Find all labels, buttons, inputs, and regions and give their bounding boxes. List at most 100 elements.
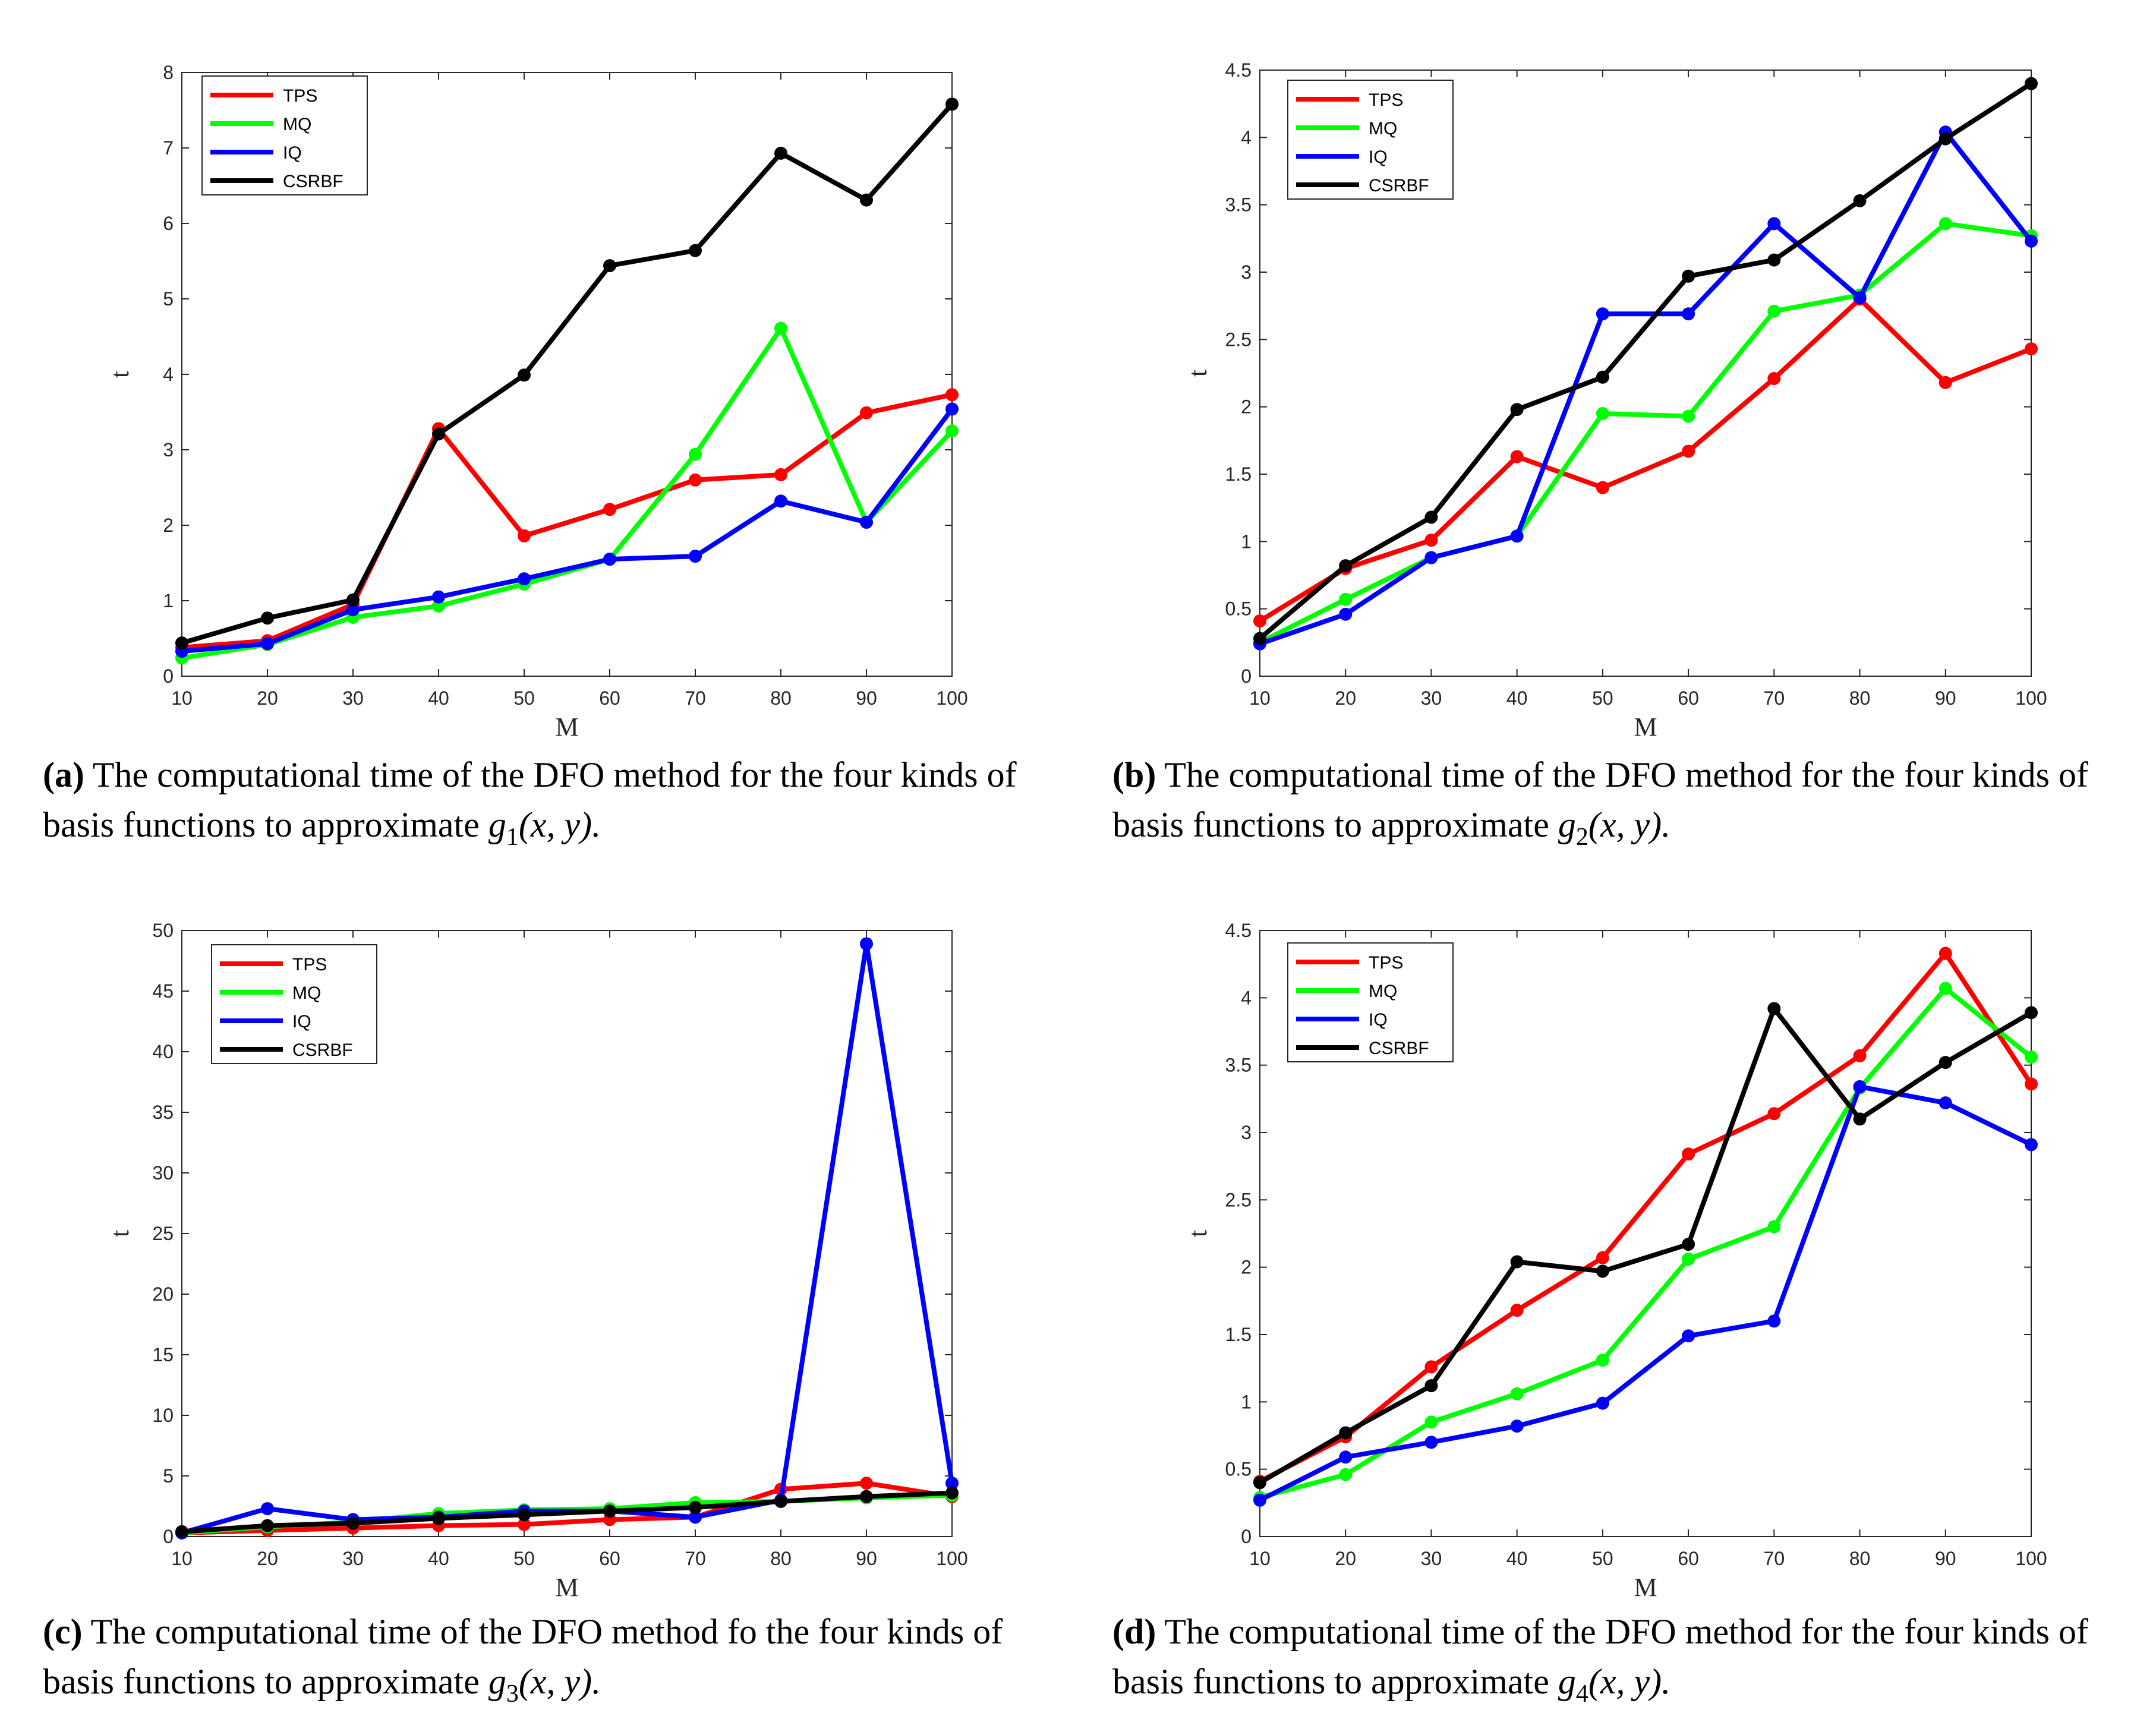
data-point-csrbf — [1424, 510, 1438, 524]
data-point-tps — [860, 1477, 873, 1490]
x-tick-label: 90 — [1935, 1548, 1956, 1569]
x-tick-label: 80 — [1849, 1548, 1871, 1569]
data-point-iq — [1682, 1329, 1695, 1343]
data-point-iq — [1853, 1080, 1867, 1093]
x-tick-label: 30 — [1421, 687, 1442, 709]
data-point-csrbf — [689, 244, 702, 257]
data-point-csrbf — [1424, 1379, 1438, 1393]
data-point-mq — [689, 447, 702, 461]
y-tick-label: 3.5 — [1225, 1055, 1252, 1076]
data-point-iq — [860, 515, 873, 529]
y-tick-label: 3 — [163, 439, 174, 460]
data-point-csrbf — [346, 593, 360, 607]
chart-panel-c: 10 20 30 40 50 60 70 80 90 100 0 5 10 15 20 25 30 35 40 45 5… — [105, 920, 968, 1602]
data-point-csrbf — [1510, 1255, 1524, 1269]
x-tick-label: 30 — [342, 687, 364, 709]
caption-b-label: (b) — [1112, 755, 1156, 794]
y-tick-label: 20 — [152, 1283, 174, 1305]
data-point-csrbf — [860, 1490, 873, 1503]
y-tick-label: 1.5 — [1225, 463, 1252, 485]
x-tick-label: 20 — [257, 1548, 278, 1569]
caption-c-args: (x, y). — [518, 1662, 601, 1701]
x-axis-label: M — [1634, 712, 1657, 742]
series-line-csrbf — [1258, 1006, 2033, 1485]
data-point-mq — [945, 424, 959, 438]
legend-label-csrbf: CSRBF — [292, 1040, 353, 1060]
legend-label-csrbf: CSRBF — [283, 172, 343, 191]
data-point-csrbf — [2025, 77, 2038, 90]
caption-b-fn: g — [1558, 805, 1576, 844]
series-line-iq — [1259, 1084, 2032, 1503]
series-line-tps — [181, 392, 953, 650]
data-point-tps — [1510, 1304, 1524, 1317]
x-tick-label: 80 — [770, 687, 792, 709]
caption-a-sub: 1 — [506, 824, 519, 851]
y-tick-label: 4 — [163, 364, 174, 385]
data-point-mq — [1938, 982, 1952, 995]
x-tick-label: 70 — [1764, 1548, 1785, 1569]
data-point-tps — [518, 1518, 531, 1531]
y-axis-label: t — [1183, 1230, 1212, 1237]
x-tick-label: 100 — [936, 1548, 967, 1569]
y-tick-label: 15 — [152, 1344, 174, 1365]
x-tick-label: 80 — [1849, 687, 1871, 709]
data-point-iq — [1339, 607, 1353, 621]
data-point-csrbf — [175, 636, 188, 650]
data-point-iq — [261, 637, 274, 651]
data-point-iq — [1596, 1396, 1609, 1410]
y-tick-label: 3.5 — [1225, 194, 1252, 216]
caption-d-label: (d) — [1112, 1612, 1156, 1651]
data-point-csrbf — [1339, 559, 1353, 573]
data-point-csrbf — [175, 1525, 188, 1538]
series-line-tps — [1259, 951, 2034, 1484]
y-tick-label: 3 — [1241, 261, 1252, 283]
y-tick-label: 0 — [1241, 665, 1252, 687]
data-point-csrbf — [1853, 194, 1867, 207]
data-point-csrbf — [1938, 132, 1952, 146]
data-point-iq — [1853, 291, 1867, 305]
x-axis-label: M — [555, 712, 578, 742]
y-tick-label: 45 — [152, 980, 174, 1002]
y-tick-label: 2.5 — [1225, 329, 1252, 350]
x-tick-label: 90 — [856, 1548, 877, 1569]
data-point-csrbf — [432, 427, 445, 441]
data-point-mq — [1596, 407, 1609, 420]
data-point-csrbf — [774, 146, 787, 160]
legend: TPS MQ IQ CSRBF — [1287, 80, 1454, 200]
y-tick-label: 0 — [1241, 1526, 1252, 1547]
y-tick-label: 0.5 — [1225, 598, 1252, 620]
data-point-tps — [1938, 947, 1952, 960]
data-point-tps — [2025, 342, 2038, 356]
chart-panel-b: 10 20 30 40 50 60 70 80 90 100 0 0.5 1 1.5 2 2.5 3 3.5 4 4.… — [1183, 59, 2047, 742]
data-point-mq — [1424, 1415, 1438, 1429]
x-tick-label: 90 — [1935, 687, 1956, 709]
data-point-csrbf — [774, 1494, 787, 1508]
y-tick-label: 1 — [163, 590, 174, 611]
data-point-tps — [1424, 1360, 1438, 1374]
data-point-tps — [860, 406, 873, 419]
data-point-csrbf — [1339, 1426, 1353, 1440]
data-point-csrbf — [1596, 1264, 1609, 1278]
data-point-tps — [1853, 1049, 1867, 1062]
y-tick-label: 50 — [152, 920, 174, 941]
series-line-mq — [181, 326, 954, 661]
data-point-csrbf — [1682, 1238, 1695, 1251]
y-tick-label: 1 — [1241, 1391, 1252, 1412]
y-tick-label: 40 — [152, 1041, 174, 1062]
y-tick-label: 5 — [163, 288, 174, 310]
y-tick-label: 4 — [1241, 127, 1252, 148]
data-point-iq — [2025, 1138, 2038, 1152]
y-tick-label: 1 — [1241, 531, 1252, 552]
caption-b-sub: 2 — [1575, 824, 1588, 851]
data-point-mq — [2025, 1051, 2038, 1064]
data-point-iq — [945, 1477, 959, 1490]
x-tick-label: 40 — [428, 1548, 449, 1569]
data-point-csrbf — [261, 1519, 274, 1532]
data-point-tps — [1510, 450, 1524, 463]
series-line-iq — [1259, 130, 2034, 646]
legend-label-iq: IQ — [1369, 147, 1388, 167]
y-tick-label: 4 — [1241, 987, 1252, 1008]
caption-d-args: (x, y). — [1588, 1662, 1671, 1701]
y-tick-label: 2.5 — [1225, 1189, 1252, 1210]
caption-a-args: (x, y). — [518, 805, 601, 844]
